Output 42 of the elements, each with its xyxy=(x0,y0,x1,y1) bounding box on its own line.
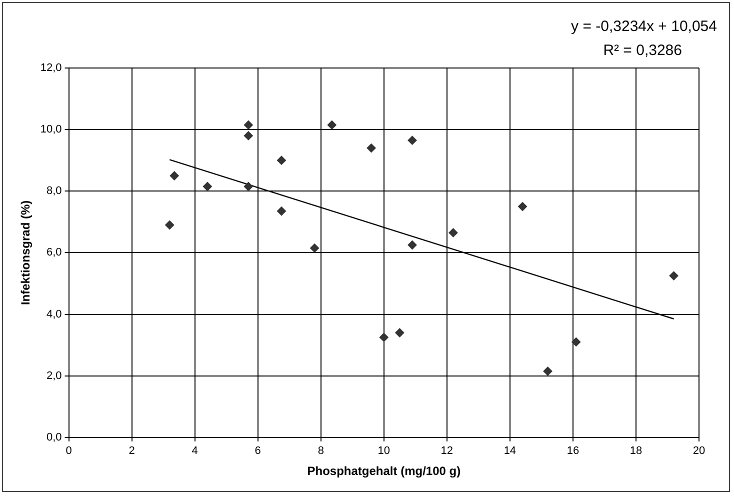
y-tick-label: 8,0 xyxy=(46,185,62,198)
x-tick-label: 20 xyxy=(692,445,706,458)
x-tick-label: 2 xyxy=(128,445,135,458)
y-axis-title: Infektionsgrad (%) xyxy=(18,200,33,306)
y-tick-label: 10,0 xyxy=(40,124,62,136)
point xyxy=(244,182,253,192)
point xyxy=(366,144,376,153)
point xyxy=(448,228,458,238)
x-tick-label: 18 xyxy=(630,445,642,458)
point xyxy=(244,131,253,140)
x-tick-label: 8 xyxy=(318,445,324,458)
point xyxy=(669,271,678,280)
x-tick-label: 10 xyxy=(378,445,390,458)
point xyxy=(310,244,320,253)
text: R² = 0,3286 xyxy=(603,42,682,59)
point xyxy=(408,240,417,250)
point xyxy=(277,156,286,165)
point xyxy=(202,182,212,192)
point xyxy=(518,202,528,212)
point xyxy=(572,337,581,346)
point xyxy=(170,171,179,180)
point xyxy=(165,220,174,230)
y-tick-label: 0,0 xyxy=(46,431,62,444)
x-tick-label: 12 xyxy=(440,445,454,458)
point xyxy=(327,120,336,130)
point xyxy=(543,366,552,376)
point xyxy=(379,332,388,342)
y-tick-label: 12,0 xyxy=(40,62,62,74)
y-tick-label: 2,0 xyxy=(46,370,62,382)
x-tick-label: 6 xyxy=(254,445,261,458)
y-tick-label: 4,0 xyxy=(46,308,62,320)
x-tick-label: 16 xyxy=(566,445,580,458)
y-tick-label: 6,0 xyxy=(46,246,62,259)
x-tick-label: 0 xyxy=(66,445,72,458)
point xyxy=(395,328,404,338)
point xyxy=(277,206,286,216)
x-axis-title: Phosphatgehalt (mg/100 g) xyxy=(307,464,461,478)
text: y = -0,3234x + 10,054 xyxy=(571,18,717,35)
x-tick-label: 4 xyxy=(192,445,198,458)
point xyxy=(408,136,417,145)
x-tick-label: 14 xyxy=(504,445,516,458)
point xyxy=(244,120,253,130)
